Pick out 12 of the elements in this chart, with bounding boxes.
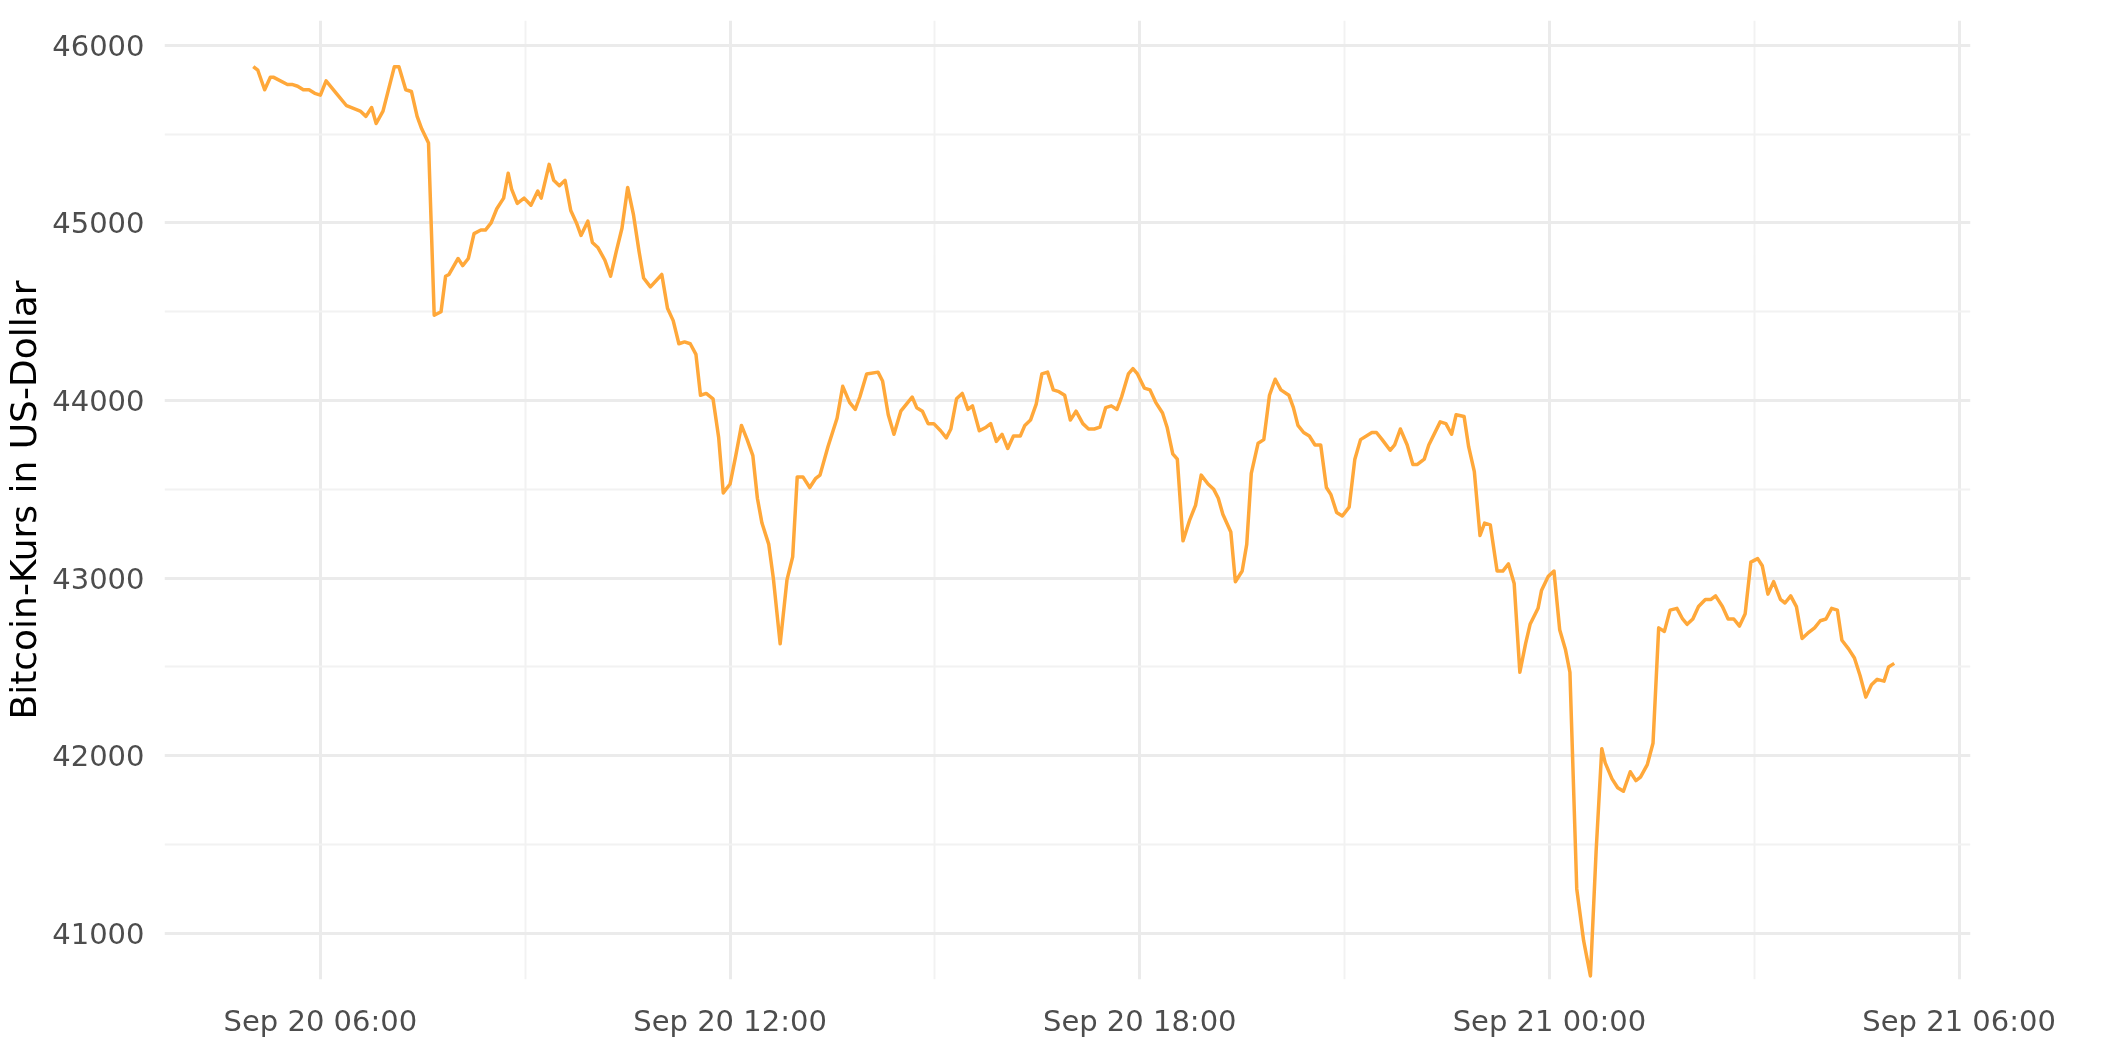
- y-tick-label: 44000: [52, 384, 145, 419]
- x-tick-label: Sep 20 18:00: [1042, 1003, 1237, 1038]
- x-tick-label: Sep 21 06:00: [1862, 1003, 2056, 1038]
- y-tick-label: 42000: [52, 739, 145, 774]
- y-tick-label: 46000: [52, 28, 145, 63]
- y-tick-label: 43000: [52, 561, 145, 596]
- x-tick-label: Sep 20 06:00: [223, 1003, 418, 1038]
- y-tick-label: 45000: [52, 206, 145, 241]
- y-axis-title: Bitcoin-Kurs in US-Dollar: [3, 280, 45, 720]
- y-tick-label: 41000: [52, 916, 145, 951]
- x-tick-label: Sep 20 12:00: [633, 1003, 827, 1038]
- x-tick-label: Sep 21 00:00: [1452, 1003, 1647, 1038]
